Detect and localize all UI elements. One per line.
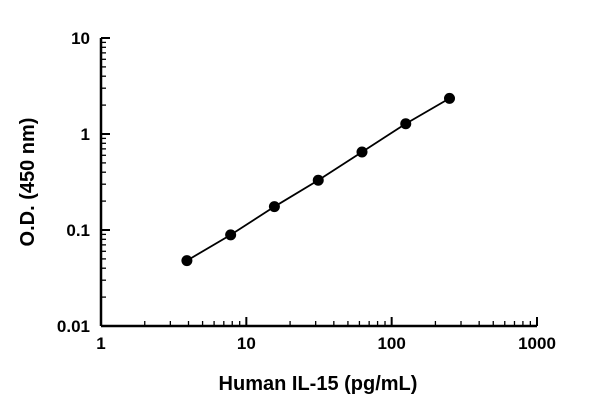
data-point-marker [356,146,368,158]
y-tick-label: 1 [81,125,90,144]
data-point-marker [181,255,193,267]
x-axis-title: Human IL-15 (pg/mL) [219,373,418,395]
data-point-marker [268,201,280,213]
x-tick-label: 10 [237,334,256,353]
y-tick-label: 10 [71,29,90,48]
y-tick-label: 0.1 [66,221,90,240]
x-tick-label: 100 [377,334,405,353]
data-point-marker [312,174,324,186]
data-point-marker [400,118,412,130]
x-tick-label: 1 [96,334,105,353]
x-tick-label: 1000 [518,334,556,353]
y-tick-label: 0.01 [57,317,90,336]
data-point-marker [444,92,456,104]
data-point-marker [225,229,237,241]
y-axis-title: O.D. (450 nm) [17,118,39,247]
